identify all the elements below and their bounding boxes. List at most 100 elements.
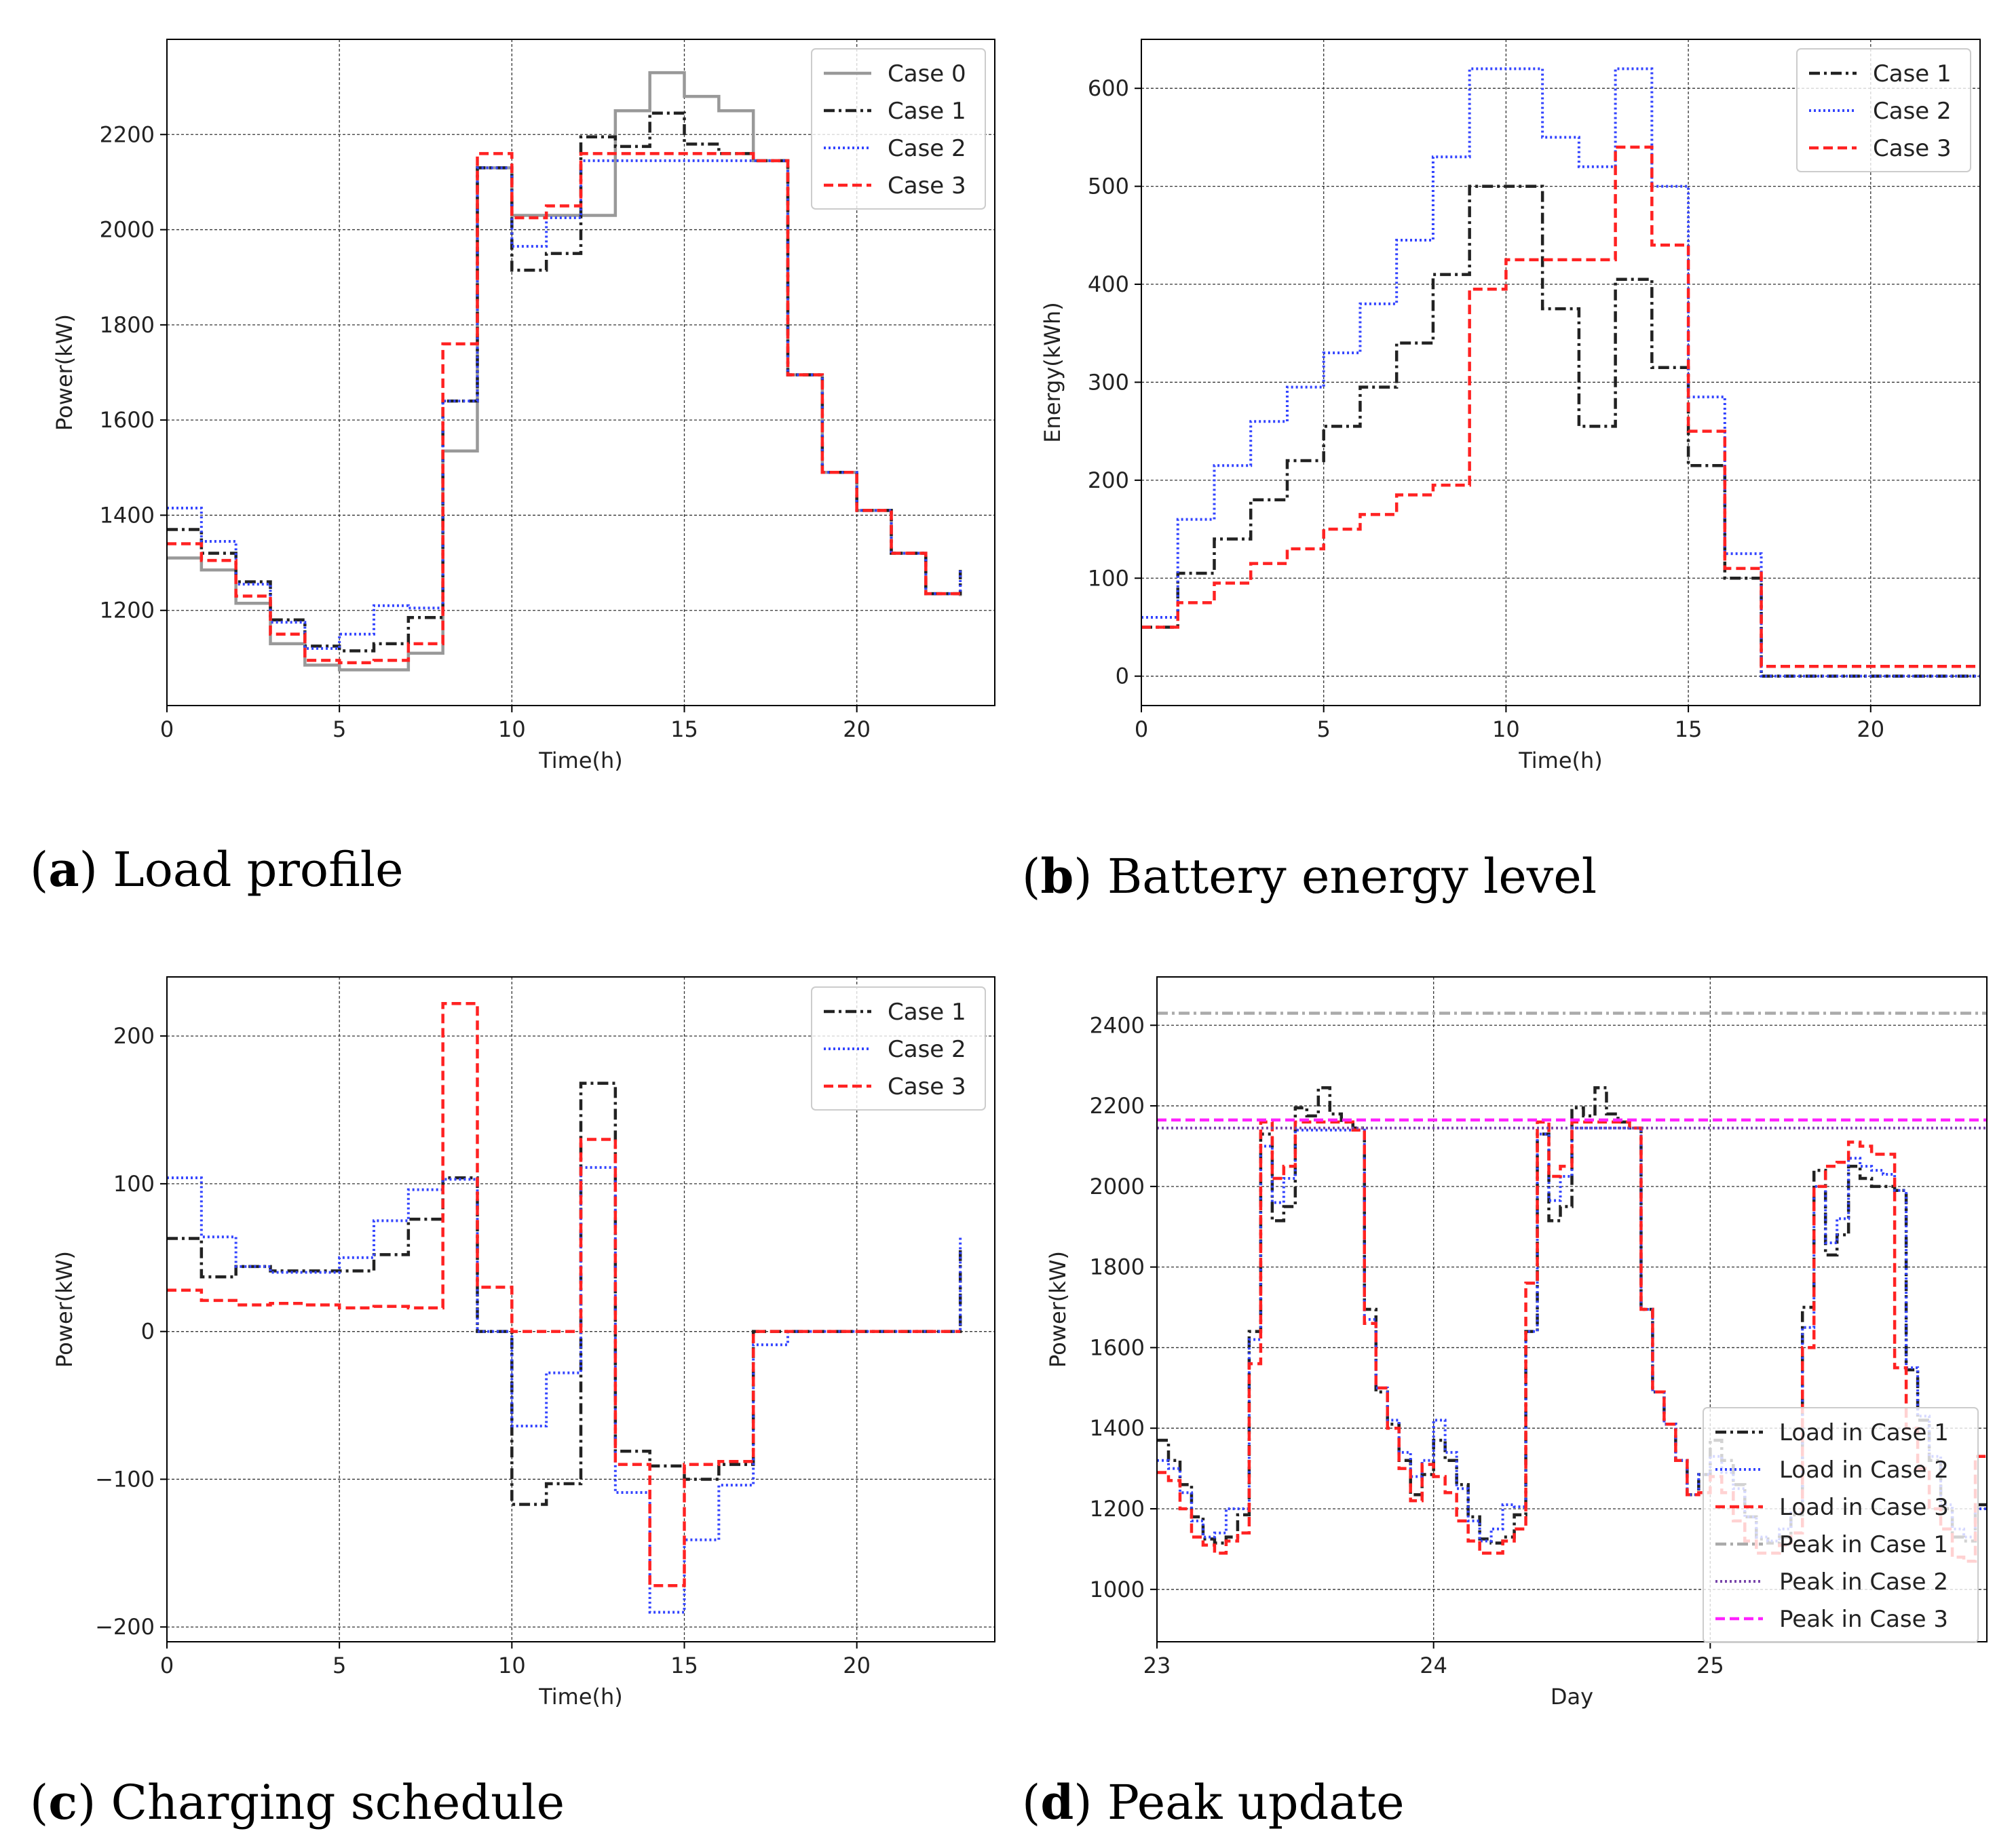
legend-box	[1703, 1407, 1979, 1643]
y-tick-label: 200	[113, 1023, 155, 1049]
series-line	[1157, 1086, 1987, 1545]
x-tick-label: 10	[498, 716, 526, 742]
legend: Load in Case 1 Load in Case 2 Load in Case…	[1703, 1407, 1979, 1643]
caption-a: (a) Load profile	[30, 841, 404, 898]
y-tick-label: −200	[95, 1614, 155, 1640]
legend-box	[1796, 48, 1971, 172]
legend-label: Case 3	[888, 172, 966, 199]
x-tick-label: 5	[332, 716, 346, 742]
legend-box	[811, 986, 986, 1111]
x-tick-label: 5	[1317, 716, 1331, 742]
y-tick-label: 1600	[100, 407, 155, 433]
series-line	[1141, 185, 1980, 678]
y-tick-label: 0	[1116, 663, 1129, 689]
legend-label: Case 2	[1873, 98, 1952, 125]
series-line	[167, 1081, 962, 1506]
plot-area	[1141, 67, 1980, 678]
x-tick-label: 5	[332, 1653, 346, 1678]
x-tick-label: 10	[498, 1653, 526, 1678]
y-axis-label: Power(kW)	[1045, 1251, 1071, 1368]
y-tick-label: 400	[1088, 271, 1129, 297]
y-tick-label: 500	[1088, 174, 1129, 199]
series-line	[167, 1166, 962, 1614]
y-tick-label: 2400	[1090, 1012, 1145, 1038]
x-tick-label: 20	[843, 716, 871, 742]
legend-label: Case 3	[1873, 135, 1952, 162]
series-line	[1157, 1120, 1987, 1563]
y-tick-label: 1600	[1090, 1334, 1145, 1360]
legend-label: Case 2	[888, 1036, 966, 1063]
y-tick-label: 1800	[100, 312, 155, 338]
plot-area	[1157, 1012, 1987, 1563]
axes-frame	[1156, 976, 1988, 1642]
legend-label: Load in Case 1	[1779, 1419, 1949, 1446]
plot-area	[167, 71, 962, 672]
x-tick-label: 15	[1675, 716, 1703, 742]
caption-c: (c) Charging schedule	[30, 1774, 565, 1830]
legend-label: Case 3	[888, 1073, 966, 1100]
y-tick-label: −100	[95, 1466, 155, 1492]
y-tick-label: 2000	[100, 217, 155, 243]
x-axis-label: Time(h)	[1518, 748, 1603, 773]
x-axis-label: Day	[1551, 1684, 1593, 1710]
legend-label: Peak in Case 2	[1779, 1568, 1948, 1596]
y-tick-label: 100	[1088, 565, 1129, 591]
x-tick-label: 20	[1857, 716, 1884, 742]
x-tick-label: 15	[670, 1653, 698, 1678]
x-tick-label: 15	[670, 716, 698, 742]
legend-label: Peak in Case 1	[1779, 1531, 1948, 1558]
legend-label: Load in Case 3	[1779, 1494, 1949, 1521]
chart-b: 0 5 10 15 200100200300400500600Time(h)Energy…	[1040, 39, 1981, 773]
chart-d: 23 24 25 1000 1200 1400 1600 1800 2000 2200 2400 Da…	[1045, 976, 1988, 1710]
y-tick-label: 2200	[1090, 1093, 1145, 1119]
y-tick-label: 300	[1088, 369, 1129, 395]
y-tick-label: 100	[113, 1171, 155, 1197]
caption-d: (d) Peak update	[1022, 1774, 1405, 1830]
y-tick-label: 600	[1088, 75, 1129, 101]
y-tick-label: 2200	[100, 121, 155, 147]
x-tick-label: 0	[160, 1653, 174, 1678]
y-axis-label: Energy(kWh)	[1040, 302, 1065, 442]
chart-c: 0 5 10 15 20 −200 −100 0 100 200 Time(h) Power(kW) C…	[52, 976, 995, 1710]
legend: Case 1 Case 2 Case 3	[811, 986, 986, 1111]
x-tick-label: 0	[160, 716, 174, 742]
legend-label: Case 1	[888, 999, 966, 1026]
y-tick-label: 1400	[100, 502, 155, 528]
x-axis-label: Time(h)	[538, 748, 623, 773]
y-tick-label: 1800	[1090, 1254, 1145, 1280]
legend: Case 1 Case 2 Case 3	[1796, 48, 1971, 172]
legend-label: Case 2	[888, 135, 966, 162]
legend: Case 0 Case 1 Case 2 Case 3	[811, 48, 986, 210]
axes-frame	[1141, 39, 1981, 706]
y-tick-label: 1200	[1090, 1496, 1145, 1522]
x-tick-label: 23	[1143, 1653, 1171, 1678]
axes-frame	[166, 976, 995, 1642]
x-tick-label: 25	[1696, 1653, 1724, 1678]
axes-frame	[166, 39, 995, 706]
legend-box	[811, 48, 986, 210]
y-tick-label: 1000	[1090, 1577, 1145, 1602]
x-axis-label: Time(h)	[538, 1684, 623, 1710]
legend-label: Case 1	[888, 98, 966, 125]
series-line	[167, 152, 962, 665]
x-tick-label: 10	[1492, 716, 1520, 742]
x-tick-label: 24	[1420, 1653, 1447, 1678]
plot-area	[167, 1001, 962, 1614]
y-axis-label: Power(kW)	[52, 314, 77, 431]
x-tick-label: 0	[1135, 716, 1148, 742]
chart-a: 0 5 10 15 20 1200 1400 1600 1800 2000 2200 Time(h) P…	[52, 39, 995, 773]
y-tick-label: 200	[1088, 467, 1129, 493]
y-axis-label: Power(kW)	[52, 1251, 77, 1368]
x-tick-label: 20	[843, 1653, 871, 1678]
y-tick-label: 0	[141, 1319, 155, 1345]
legend-label: Peak in Case 3	[1779, 1606, 1948, 1633]
series-line	[1141, 145, 1980, 668]
legend-label: Case 0	[888, 60, 966, 88]
y-tick-label: 1400	[1090, 1415, 1145, 1441]
series-line	[167, 159, 962, 650]
series-line	[167, 1001, 961, 1587]
legend-label: Load in Case 2	[1779, 1457, 1949, 1484]
legend-label: Case 1	[1873, 60, 1952, 88]
caption-b: (b) Battery energy level	[1022, 848, 1597, 904]
